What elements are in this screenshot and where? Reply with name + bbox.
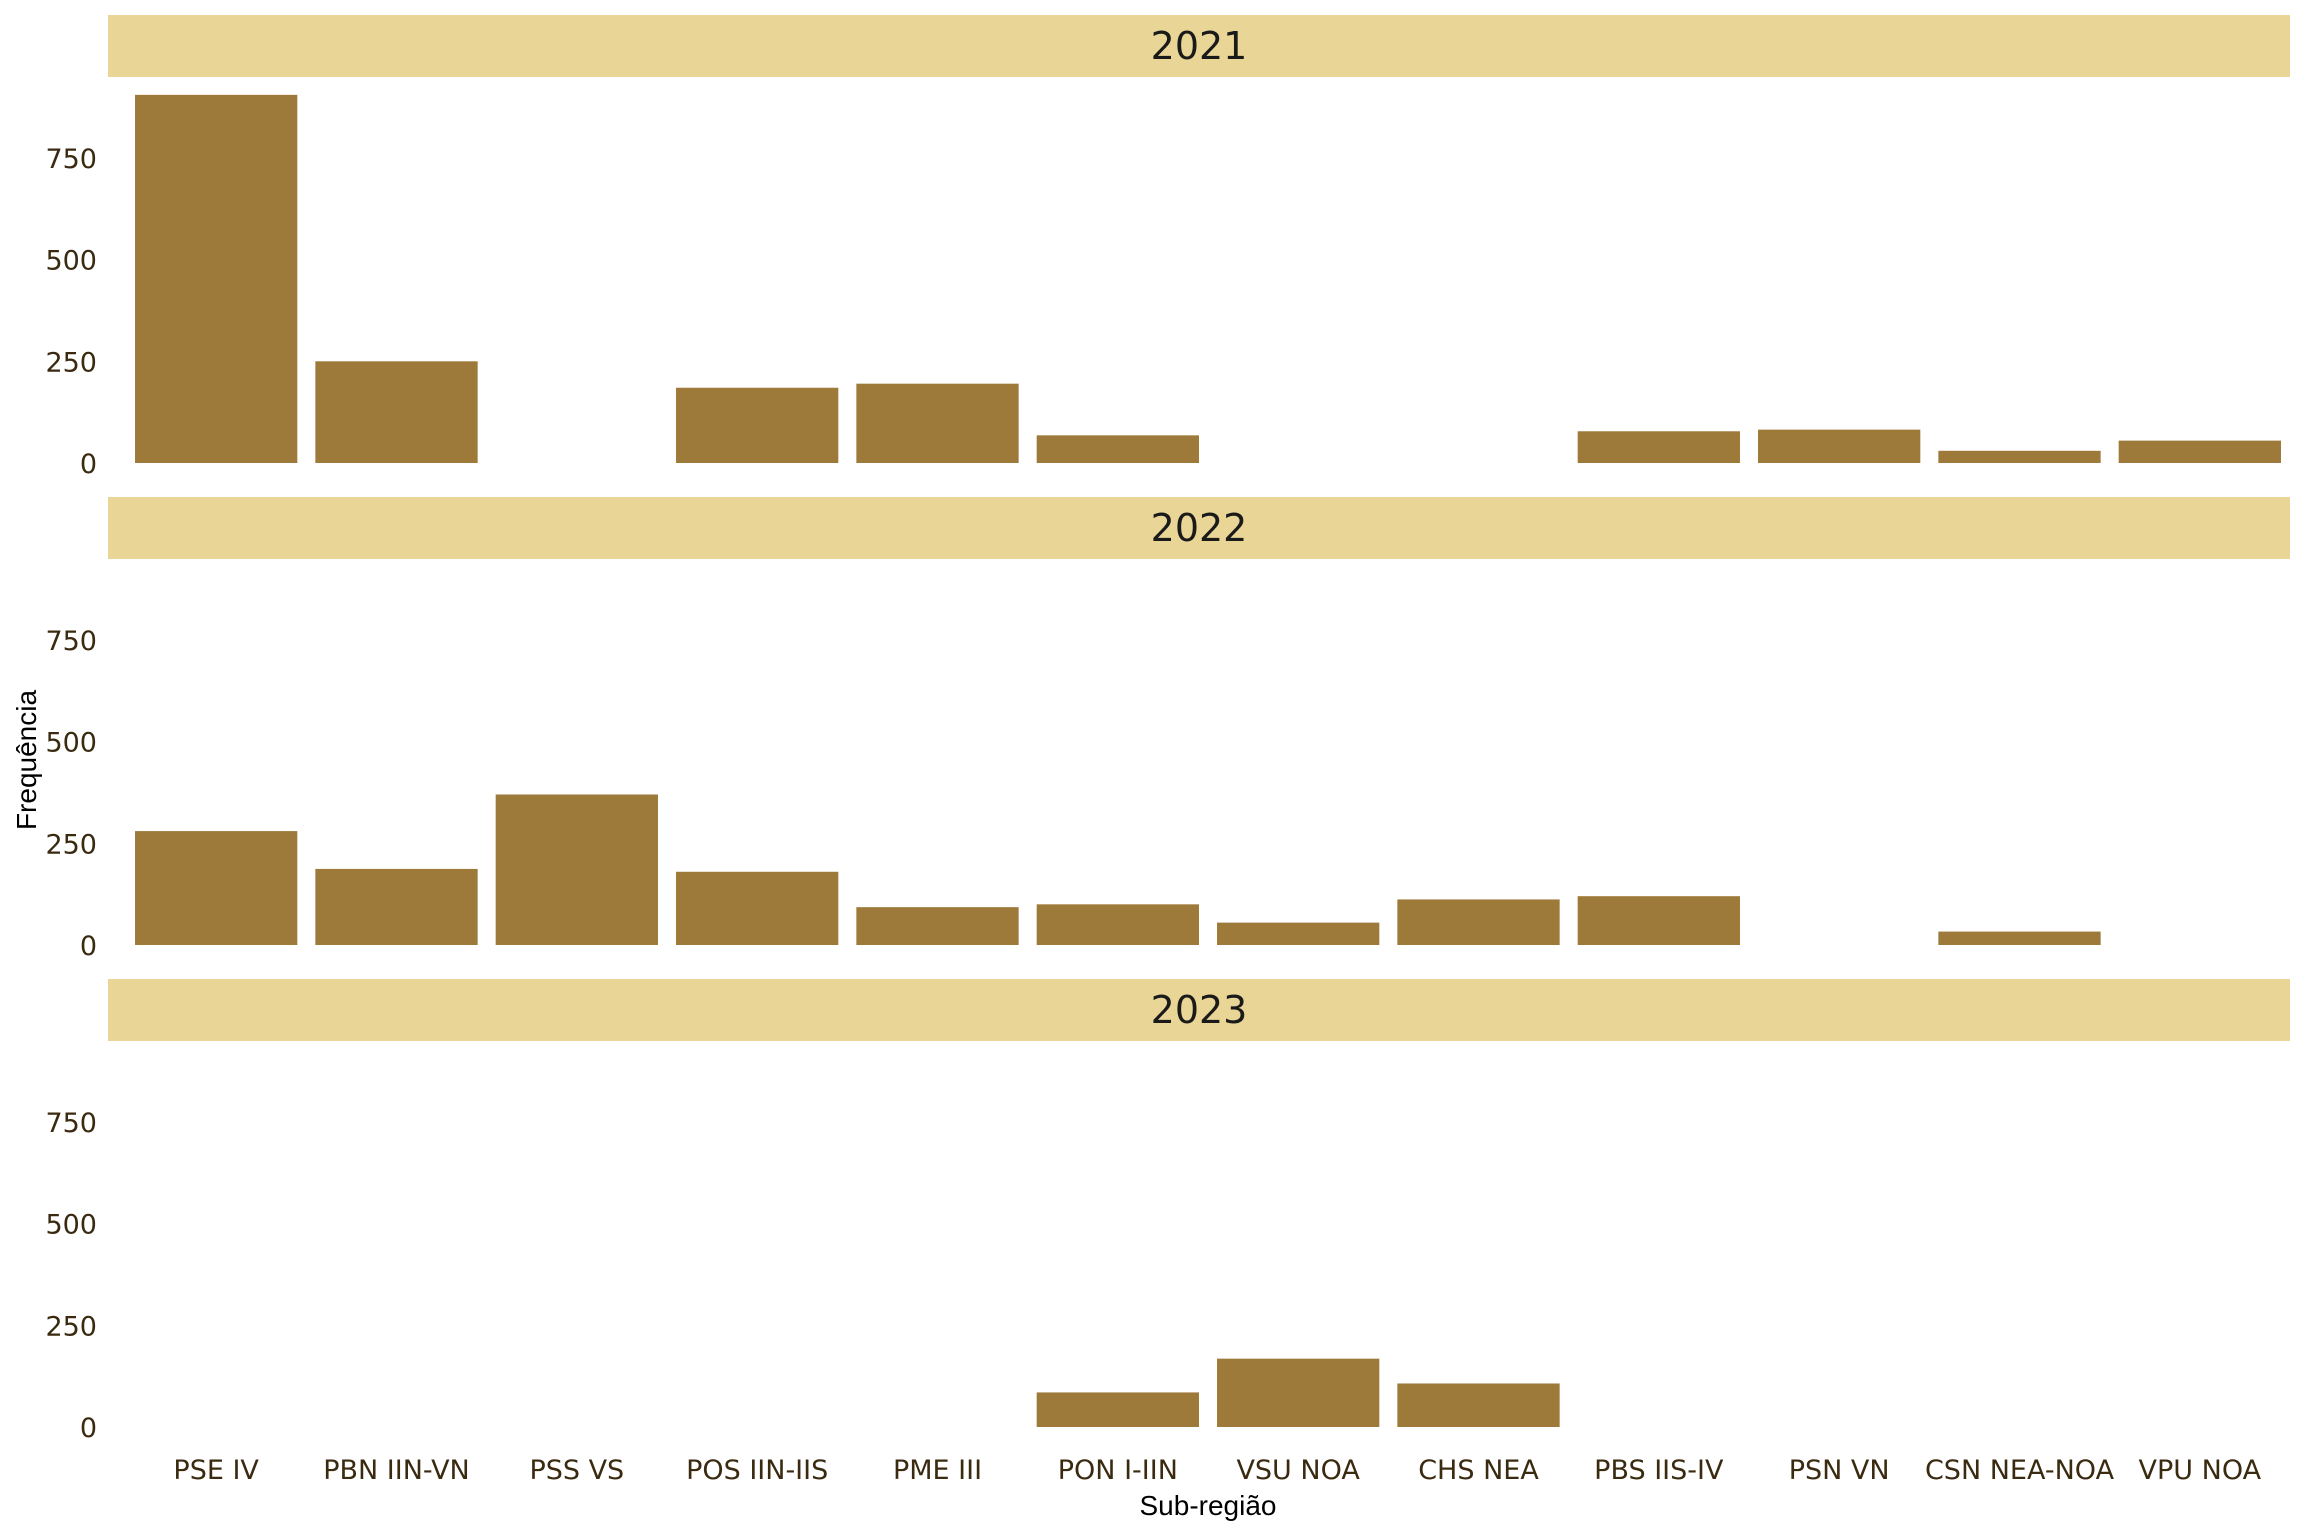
facet-label: 2022 <box>1151 506 1248 550</box>
x-tick-label: PSE IV <box>173 1455 259 1486</box>
bar-2021-pbs-iis-iv <box>1577 431 1740 463</box>
x-tick-label: PSS VS <box>529 1455 624 1486</box>
facet-label: 2023 <box>1151 988 1248 1032</box>
bar-2022-pme-iii <box>856 907 1019 945</box>
x-tick-label: PBS IIS-IV <box>1594 1455 1724 1486</box>
bar-2022-pss-vs <box>495 794 658 945</box>
x-tick-label: PBN IIN-VN <box>323 1455 470 1486</box>
facet-strip-2022 <box>108 497 2290 559</box>
y-tick-label: 750 <box>45 1108 97 1139</box>
y-tick-label: 750 <box>45 626 97 657</box>
bar-2021-pon-i-iin <box>1036 435 1199 463</box>
y-tick-label: 500 <box>45 728 97 759</box>
x-tick-label: PME III <box>893 1455 982 1486</box>
facet-strip-2023 <box>108 979 2290 1041</box>
bar-2021-vpu-noa <box>2118 440 2281 463</box>
bar-2021-pme-iii <box>856 383 1019 463</box>
y-tick-label: 750 <box>45 144 97 175</box>
bar-2021-pbn-iin-vn <box>315 361 478 463</box>
bar-2023-chs-nea <box>1397 1383 1560 1427</box>
y-tick-label: 250 <box>45 829 97 860</box>
bar-2022-pbs-iis-iv <box>1577 896 1740 945</box>
x-tick-label: PON I-IIN <box>1058 1455 1178 1486</box>
bar-2023-pon-i-iin <box>1036 1392 1199 1427</box>
x-tick-label: CSN NEA-NOA <box>1925 1455 2115 1486</box>
y-tick-label: 500 <box>45 1210 97 1241</box>
facet-strip-2021 <box>108 15 2290 77</box>
x-tick-label: VSU NOA <box>1236 1455 1360 1486</box>
y-tick-label: 500 <box>45 246 97 277</box>
x-tick-label: VPU NOA <box>2139 1455 2262 1486</box>
bar-2022-pos-iin-iis <box>676 871 839 945</box>
facet-label: 2021 <box>1151 24 1248 68</box>
bar-2022-pbn-iin-vn <box>315 868 478 945</box>
bar-2022-pon-i-iin <box>1036 904 1199 945</box>
x-tick-label: POS IIN-IIS <box>686 1455 828 1486</box>
y-tick-label: 0 <box>80 931 97 962</box>
x-axis-title: Sub-região <box>1140 1490 1277 1521</box>
y-tick-label: 250 <box>45 347 97 378</box>
bar-2022-csn-nea-noa <box>1938 931 2101 945</box>
bar-2022-vsu-noa <box>1217 922 1380 945</box>
bar-2023-vsu-noa <box>1217 1358 1380 1427</box>
x-tick-label: PSN VN <box>1789 1455 1890 1486</box>
bar-2021-csn-nea-noa <box>1938 450 2101 463</box>
bar-2021-psn-vn <box>1758 429 1921 463</box>
x-tick-label: CHS NEA <box>1418 1455 1539 1486</box>
bar-2022-chs-nea <box>1397 899 1560 945</box>
y-axis-title: Frequência <box>11 690 42 831</box>
y-tick-label: 250 <box>45 1311 97 1342</box>
bar-2021-pse-iv <box>135 94 298 463</box>
y-tick-label: 0 <box>80 1413 97 1444</box>
bar-2022-pse-iv <box>135 831 298 945</box>
bar-2021-pos-iin-iis <box>676 387 839 463</box>
y-tick-label: 0 <box>80 449 97 480</box>
